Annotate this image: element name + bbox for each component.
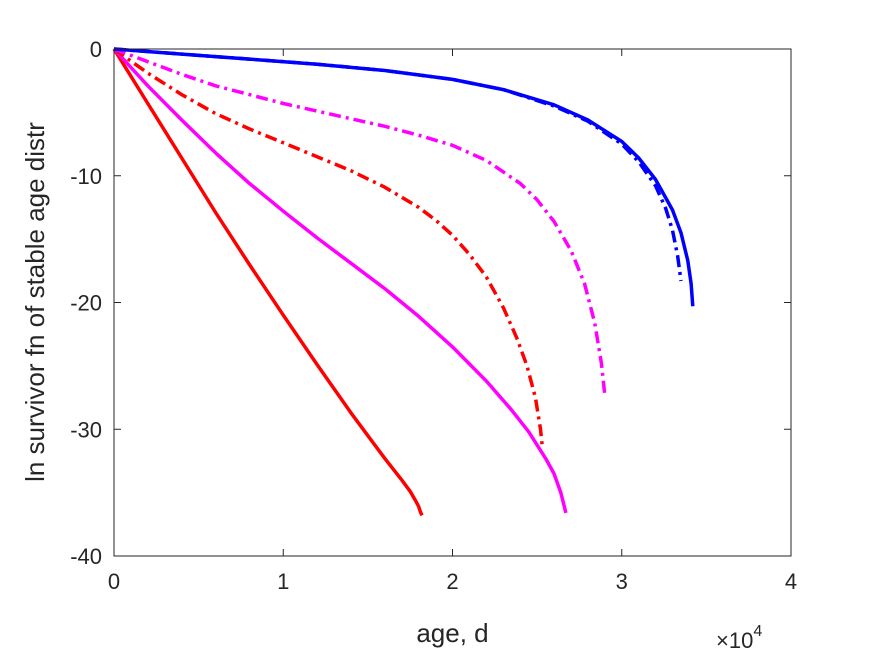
x-axis-exponent-base: ×10 xyxy=(716,628,753,653)
y-tick-label: 0 xyxy=(90,37,102,62)
series-line-4 xyxy=(113,47,607,396)
series-layer xyxy=(112,47,695,517)
y-tick-label: -20 xyxy=(70,291,102,316)
y-tick-label: -10 xyxy=(70,164,102,189)
x-tick-label: 0 xyxy=(108,569,120,594)
x-tick-label: 4 xyxy=(785,569,797,594)
x-axis-ticks: 0 1 2 3 4 xyxy=(108,49,797,594)
plot-area xyxy=(114,49,791,556)
y-axis-ticks: 0 -10 -20 -30 -40 xyxy=(70,37,791,569)
series-line-2 xyxy=(112,47,568,514)
series-line-1 xyxy=(112,48,424,517)
x-axis-exponent: ×104 xyxy=(716,623,762,653)
x-tick-label: 1 xyxy=(277,569,289,594)
series-line-6 xyxy=(113,47,695,307)
y-tick-label: -40 xyxy=(70,544,102,569)
y-tick-label: -30 xyxy=(70,417,102,442)
x-axis-label: age, d xyxy=(416,618,488,648)
x-tick-label: 3 xyxy=(616,569,628,594)
x-tick-label: 2 xyxy=(446,569,458,594)
y-axis-label: ln survivor fn of stable age distr xyxy=(20,122,50,482)
series-line-3 xyxy=(112,47,544,446)
x-axis-exponent-power: 4 xyxy=(753,623,762,640)
